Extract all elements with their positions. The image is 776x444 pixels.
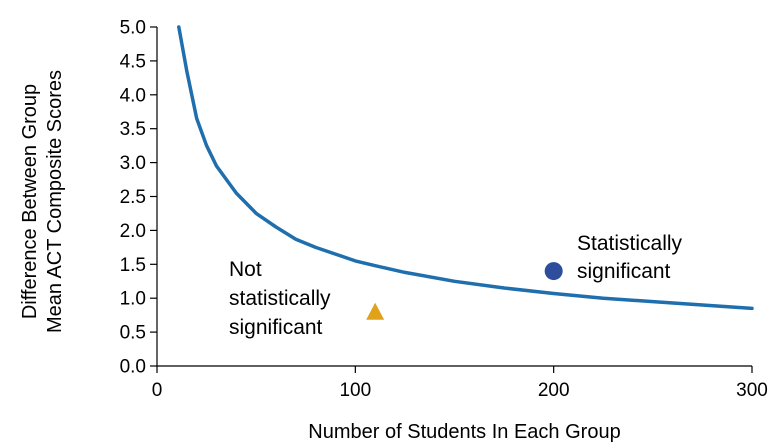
- not-significant-label: Not statistically significant: [229, 258, 331, 339]
- plot-area: [177, 25, 754, 320]
- x-axis-title: Number of Students In Each Group: [308, 421, 620, 443]
- x-tick-label: 200: [538, 380, 570, 401]
- y-axis-title-line: Difference Between Group: [19, 84, 41, 319]
- x-tick-label: 300: [736, 380, 768, 401]
- x-tick-label: 0: [152, 380, 163, 401]
- y-tick-label: 2.0: [120, 221, 146, 242]
- y-tick-label: 0.5: [120, 323, 146, 344]
- y-tick-label: 3.5: [120, 119, 146, 140]
- significant-point: [544, 262, 563, 281]
- x-tick-label: 100: [339, 380, 371, 401]
- axes: [150, 26, 753, 373]
- y-tick-label: 5.0: [120, 18, 146, 39]
- labels: 0.0 0.5 1.0 1.5 2.0 2.5 3.0 3.5 4.0 4.5 5.0 0 100 200…: [19, 18, 768, 444]
- y-tick-label: 4.5: [120, 51, 146, 72]
- y-tick-label: 1.0: [120, 289, 146, 310]
- y-tick-label: 1.5: [120, 255, 146, 276]
- y-tick-label: 0.0: [120, 357, 146, 378]
- not-significant-label-line: significant: [229, 316, 323, 339]
- not-significant-point: [366, 302, 385, 320]
- not-significant-label-line: statistically: [229, 287, 331, 310]
- y-tick-label: 3.0: [120, 153, 146, 174]
- significant-label: Statistically significant: [577, 232, 683, 283]
- y-tick-label: 4.0: [120, 85, 146, 106]
- y-axis-title-line: Mean ACT Composite Scores: [44, 70, 66, 333]
- y-tick-label: 2.5: [120, 187, 146, 208]
- significant-label-line: Statistically: [577, 232, 683, 255]
- y-axis-title: Difference Between Group Mean ACT Composi…: [19, 70, 66, 333]
- significant-label-line: significant: [577, 260, 671, 283]
- threshold-curve: [177, 25, 754, 311]
- not-significant-label-line: Not: [229, 258, 262, 281]
